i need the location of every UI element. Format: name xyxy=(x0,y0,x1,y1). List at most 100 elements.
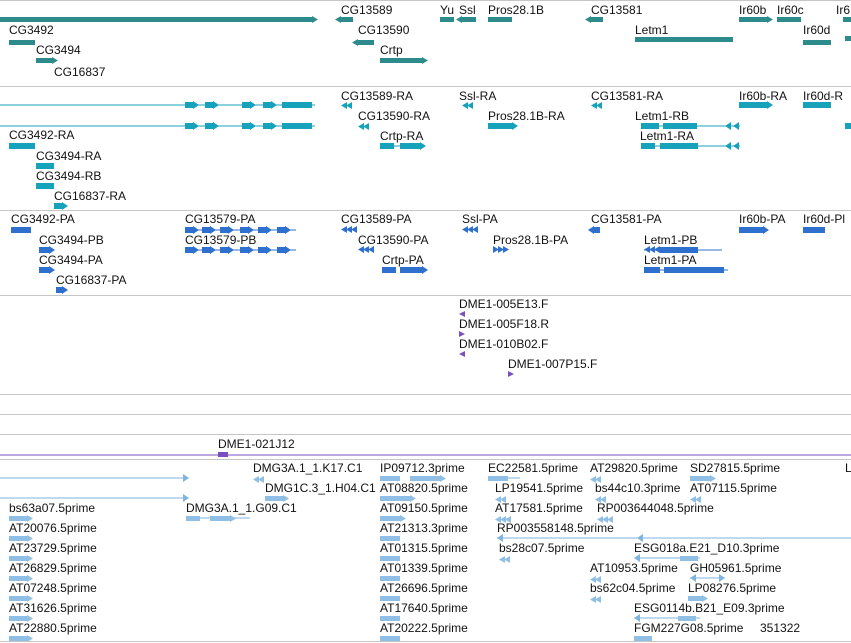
cdna-label[interactable]: AT17581.5prime xyxy=(495,501,583,515)
gene-label[interactable]: Letm1 xyxy=(635,23,669,37)
cdna-label[interactable]: AT07115.5prime xyxy=(690,481,777,495)
protein-label[interactable]: Letm1-PA xyxy=(644,253,697,267)
cdna-bar[interactable] xyxy=(9,576,27,581)
transcript-label[interactable]: Ssl-RA xyxy=(459,89,497,103)
protein-exon[interactable] xyxy=(240,247,248,253)
protein-exon[interactable] xyxy=(185,227,193,233)
exon[interactable] xyxy=(282,123,312,129)
gene-bar-ir60b[interactable] xyxy=(739,17,767,22)
protein-exon[interactable] xyxy=(277,247,285,253)
cdna-label[interactable]: IP09712.3prime xyxy=(380,461,465,475)
cdna-label[interactable]: L xyxy=(845,461,851,475)
transcript-label[interactable]: Crtp-RA xyxy=(380,129,424,143)
cdna-bar[interactable] xyxy=(380,576,400,581)
exon[interactable] xyxy=(205,102,213,108)
transcript-label[interactable]: Letm1-RB xyxy=(635,109,690,123)
cdna-bar[interactable] xyxy=(210,516,230,521)
cdna-bar[interactable] xyxy=(380,556,400,561)
cdna-bar[interactable] xyxy=(380,476,400,481)
transcript-label[interactable]: CG3494-RA xyxy=(36,149,102,163)
gene-bar-cg3494[interactable] xyxy=(9,40,35,45)
gene-bar-cg13590[interactable] xyxy=(358,40,374,45)
exon[interactable] xyxy=(185,123,193,129)
transcript-bar[interactable] xyxy=(54,203,62,209)
gene-label[interactable]: CG13581 xyxy=(591,3,643,17)
transcript-label[interactable]: CG13589-RA xyxy=(341,89,414,103)
protein-label[interactable]: CG13579-PB xyxy=(185,233,257,247)
exon[interactable] xyxy=(242,123,250,129)
cdna-label[interactable]: 351322 xyxy=(760,621,801,635)
cdna-bar[interactable] xyxy=(265,496,283,501)
transcript-label[interactable]: Ir60d-R xyxy=(803,89,844,103)
protein-label[interactable]: CG13579-PA xyxy=(185,212,256,226)
protein-bar[interactable] xyxy=(400,267,422,273)
protein-label[interactable]: Crtp-PA xyxy=(382,253,424,267)
gene-label[interactable]: Ir6 xyxy=(836,3,851,17)
protein-label[interactable]: Letm1-PB xyxy=(644,233,698,247)
transcript-bar[interactable] xyxy=(400,143,420,149)
exon[interactable] xyxy=(185,102,193,108)
protein-exon[interactable] xyxy=(240,227,248,233)
gene-label[interactable]: Ir60d xyxy=(803,23,831,37)
est-label[interactable]: DME1-005E13.F xyxy=(459,297,549,311)
gene-bar-letm1[interactable] xyxy=(635,37,733,42)
gene-bar-cg13589[interactable] xyxy=(341,17,353,22)
protein-label[interactable]: Ir60b-PA xyxy=(739,212,786,226)
cdna-label[interactable]: SD27815.5prime xyxy=(690,461,781,475)
cdna-bar[interactable] xyxy=(688,596,702,601)
cdna-label[interactable]: bs62c04.5prime xyxy=(590,581,676,595)
protein-bar[interactable] xyxy=(664,267,724,273)
cdna-bar[interactable] xyxy=(634,636,652,641)
protein-label[interactable]: CG16837-PA xyxy=(56,273,127,287)
exon[interactable] xyxy=(263,123,271,129)
cdna-bar[interactable] xyxy=(9,636,27,641)
transcript-label[interactable]: CG13590-RA xyxy=(358,109,431,123)
protein-bar[interactable] xyxy=(594,227,600,233)
gene-bar-pros[interactable] xyxy=(488,17,512,22)
transcript-label[interactable]: Pros28.1B-RA xyxy=(488,109,565,123)
cdna-bar[interactable] xyxy=(410,476,440,481)
protein-bar[interactable] xyxy=(39,267,49,273)
cdna-label[interactable]: RP003644048.5prime xyxy=(597,501,714,515)
transcript-label[interactable]: Ir60b-RA xyxy=(739,89,788,103)
clone-bar[interactable] xyxy=(218,452,228,457)
cdna-label[interactable]: AT20222.5prime xyxy=(380,621,468,635)
gene-label[interactable]: CG16837 xyxy=(54,65,106,79)
cdna-label[interactable]: AT23729.5prime xyxy=(9,541,97,555)
exon[interactable] xyxy=(242,102,250,108)
protein-exon[interactable] xyxy=(258,247,266,253)
gene-bar-yu[interactable] xyxy=(440,17,454,22)
cdna-bar[interactable] xyxy=(9,596,27,601)
transcript-bar[interactable] xyxy=(36,183,54,189)
cdna-bar[interactable] xyxy=(690,476,710,481)
protein-label[interactable]: CG13589-PA xyxy=(341,212,412,226)
protein-exon[interactable] xyxy=(202,247,210,253)
cdna-bar[interactable] xyxy=(186,516,200,521)
gene-label[interactable]: CG13589 xyxy=(341,3,393,17)
cdna-bar[interactable] xyxy=(380,516,400,521)
transcript-label[interactable]: CG16837-RA xyxy=(54,189,127,203)
protein-label[interactable]: CG13590-PA xyxy=(358,233,429,247)
transcript-bar[interactable] xyxy=(380,143,394,149)
transcript-bar[interactable] xyxy=(845,123,851,129)
exon[interactable] xyxy=(263,102,271,108)
exon[interactable] xyxy=(205,123,213,129)
cdna-bar[interactable] xyxy=(9,556,27,561)
cdna-bar[interactable] xyxy=(380,536,400,541)
protein-label[interactable]: Ir60d-Pl xyxy=(803,212,846,226)
cdna-label[interactable]: bs44c10.3prime xyxy=(595,481,681,495)
gene-label[interactable]: Ir60c xyxy=(777,3,804,17)
cdna-bar[interactable] xyxy=(9,536,27,541)
cdna-label[interactable]: bs63a07.5prime xyxy=(9,501,96,515)
protein-bar[interactable] xyxy=(739,227,763,233)
transcript-label[interactable]: Letm1-RA xyxy=(640,129,695,143)
cdna-label[interactable]: AT31626.5prime xyxy=(9,601,97,615)
gene-bar-ssl[interactable] xyxy=(462,17,476,22)
protein-exon[interactable] xyxy=(202,227,210,233)
cdna-label[interactable]: DMG1C.3_1.H04.C1 xyxy=(265,481,376,495)
est-label[interactable]: DME1-005F18.R xyxy=(459,317,550,331)
protein-label[interactable]: CG3494-PA xyxy=(39,253,103,267)
protein-bar[interactable] xyxy=(644,267,660,273)
cdna-label[interactable]: AT22880.5prime xyxy=(9,621,97,635)
protein-label[interactable]: Ssl-PA xyxy=(462,212,498,226)
